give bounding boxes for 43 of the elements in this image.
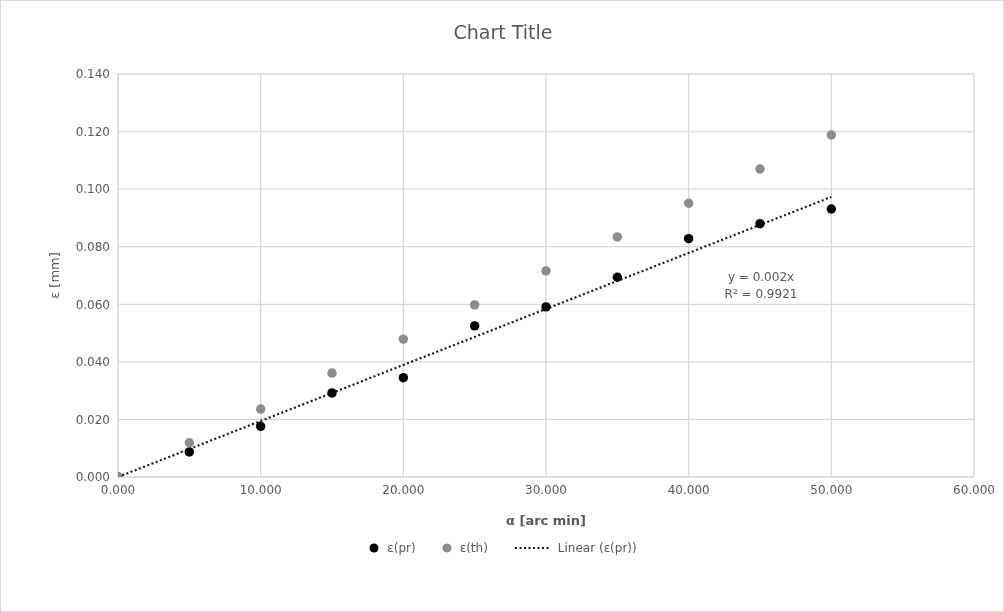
point — [612, 232, 623, 242]
y-tick-label: 0.100 — [75, 182, 110, 197]
point — [469, 300, 480, 310]
legend-label: ε(th) — [459, 541, 488, 555]
annotation: y = 0.002x — [726, 269, 796, 286]
y-tick-label: 0.120 — [75, 124, 110, 139]
point — [398, 334, 409, 344]
point — [184, 438, 195, 448]
point — [755, 164, 765, 174]
x-axis-title: α [arc min] — [505, 513, 587, 528]
y-tick-label: 0.000 — [75, 470, 110, 485]
point — [541, 266, 551, 276]
x-tick-label: 60.000 — [953, 482, 995, 497]
point — [755, 218, 765, 229]
point — [541, 302, 551, 312]
point — [184, 447, 195, 457]
point — [612, 272, 623, 282]
x-tick-label: 10.000 — [239, 482, 282, 497]
point — [398, 372, 409, 383]
legend-label: Linear (ε(pr)) — [557, 541, 637, 555]
x-tick-label: 20.000 — [382, 482, 425, 497]
point — [683, 198, 694, 208]
y-tick-label: 0.060 — [75, 297, 110, 312]
y-tick-label: 0.040 — [75, 355, 110, 370]
point — [469, 321, 480, 331]
point — [327, 388, 337, 398]
point — [826, 204, 837, 214]
x-tick-label: 0.000 — [100, 482, 136, 497]
y-tick-label: 0.020 — [75, 412, 110, 427]
point — [683, 233, 694, 244]
point — [826, 130, 837, 140]
point — [255, 404, 266, 414]
point — [255, 421, 266, 432]
x-tick-label: 30.000 — [525, 482, 567, 497]
chart-title: Chart Title — [452, 21, 554, 43]
x-tick-label: 40.000 — [667, 482, 710, 497]
y-axis-title: ε [mm] — [46, 252, 62, 299]
y-tick-label: 0.140 — [75, 67, 110, 82]
legend-label: ε(pr) — [387, 541, 416, 555]
annotation: R² = 0.9921 — [723, 286, 799, 303]
point — [327, 368, 337, 378]
y-tick-label: 0.080 — [75, 239, 110, 254]
x-tick-label: 50.000 — [810, 482, 853, 497]
